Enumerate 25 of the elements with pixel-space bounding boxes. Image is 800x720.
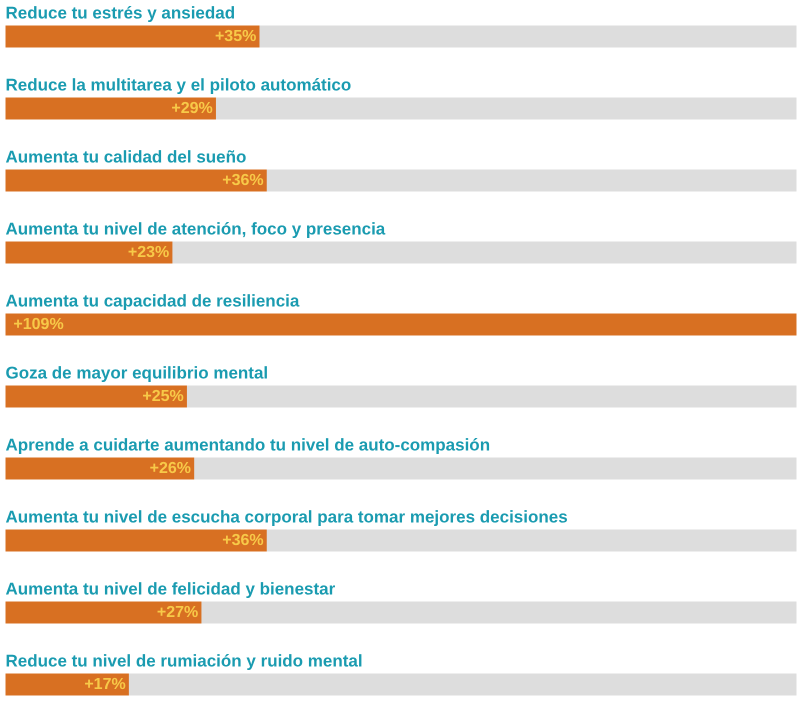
y-tick-label: Goza de mayor equilibrio mental bbox=[6, 364, 268, 382]
y-tick-label: Aumenta tu nivel de escucha corporal para tomar mejores decisiones bbox=[6, 508, 568, 526]
data-label: +36% bbox=[222, 172, 264, 189]
bar bbox=[6, 386, 187, 408]
data-label: +17% bbox=[84, 676, 126, 693]
data-label: +25% bbox=[142, 388, 184, 405]
y-tick-label: Aumenta tu nivel de atención, foco y presencia bbox=[6, 220, 386, 238]
bar bbox=[6, 458, 194, 480]
y-tick-label: Aumenta tu capacidad de resiliencia bbox=[6, 292, 300, 310]
bar bbox=[6, 602, 202, 624]
y-tick-label: Aumenta tu nivel de felicidad y bienestar bbox=[6, 580, 336, 598]
data-label: +35% bbox=[214, 28, 256, 45]
y-tick-label: Reduce tu estrés y ansiedad bbox=[6, 4, 236, 22]
bar bbox=[6, 242, 172, 264]
data-label: +29% bbox=[171, 100, 213, 117]
data-label: +23% bbox=[128, 244, 170, 261]
data-label: +27% bbox=[156, 604, 198, 621]
bar bbox=[6, 674, 129, 696]
y-tick-label: Aumenta tu calidad del sueño bbox=[6, 148, 246, 166]
y-tick-label: Reduce la multitarea y el piloto automático bbox=[6, 76, 352, 94]
y-tick-label: Reduce tu nivel de rumiación y ruido mental bbox=[6, 652, 363, 670]
data-label: +109% bbox=[13, 316, 64, 333]
y-tick-label: Aprende a cuidarte aumentando tu nivel de auto-compasión bbox=[6, 436, 490, 454]
data-label: +26% bbox=[150, 460, 192, 477]
data-label: +36% bbox=[222, 532, 264, 549]
